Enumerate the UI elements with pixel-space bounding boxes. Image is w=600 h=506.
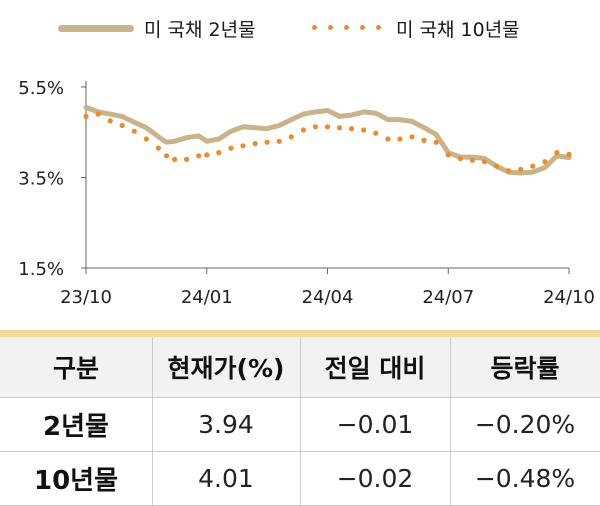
rate-value: −0.20% (474, 410, 576, 439)
series-point-10y (324, 124, 331, 130)
series-point-10y (288, 134, 294, 140)
series-point-10y (264, 139, 270, 145)
series-point-10y (300, 127, 306, 133)
table-accent-bar (0, 330, 600, 337)
y-tick-label: 1.5% (18, 259, 64, 280)
series-point-10y (83, 113, 89, 119)
series-point-10y (184, 156, 190, 162)
header-rate: 등락률 (490, 354, 560, 383)
series-point-10y (119, 122, 125, 129)
series-point-10y (172, 156, 178, 162)
series-point-10y (469, 157, 475, 163)
x-tick-label: 24/07 (422, 287, 474, 308)
series-line-2y (83, 104, 572, 176)
y-tick-label: 3.5% (18, 169, 64, 190)
series-point-10y (95, 111, 101, 117)
header-change: 전일 대비 (324, 354, 426, 383)
row-label: 2년물 (43, 412, 109, 442)
table-row: 2년물 3.94 −0.01 −0.20% (0, 398, 600, 452)
rate-value: −0.48% (474, 464, 576, 493)
series-point-10y (107, 118, 113, 124)
series-point-10y (409, 134, 415, 140)
series-point-10y (554, 150, 560, 156)
y-tick-label: 5.5% (18, 78, 64, 99)
series-point-10y (252, 141, 258, 147)
series-point-10y (276, 138, 282, 144)
series-point-10y (143, 136, 149, 142)
legend-label-2y: 미 국채 2년물 (144, 18, 256, 41)
series-point-10y (228, 145, 234, 151)
series-point-10y (494, 163, 500, 169)
series-point-10y (506, 168, 512, 174)
series-point-10y (204, 152, 210, 158)
series-point-10y (433, 139, 439, 145)
legend-item-10y: 미 국채 10년물 (310, 14, 520, 42)
change-value: −0.02 (336, 464, 414, 493)
change-value: −0.01 (336, 410, 414, 439)
series-point-10y (421, 137, 427, 143)
yield-line-chart: 5.5% 3.5% 1.5% 23/10 24/01 24/04 24/07 24/10 (18, 78, 595, 308)
x-tick-label: 24/04 (302, 287, 354, 308)
series-point-10y (542, 159, 548, 165)
series-point-10y (361, 127, 367, 133)
series-point-10y (457, 155, 463, 162)
series-point-10y (566, 151, 572, 157)
series-point-10y (397, 136, 403, 142)
series-point-10y (385, 136, 391, 142)
legend-swatch-10y (310, 24, 386, 32)
legend-label-10y: 미 국채 10년물 (396, 18, 520, 41)
table-row: 10년물 4.01 −0.02 −0.48% (0, 452, 600, 506)
x-tick-label: 24/10 (543, 287, 595, 308)
x-tick-label: 23/10 (60, 287, 112, 308)
x-tick-label: 24/01 (181, 287, 233, 308)
series-point-10y (445, 152, 451, 158)
chart-tick-labels: 5.5% 3.5% 1.5% 23/10 24/01 24/04 24/07 24/10 (18, 78, 595, 308)
series-point-10y (216, 150, 222, 156)
series-point-10y (349, 126, 355, 132)
price-value: 4.01 (198, 464, 254, 493)
row-label: 10년물 (33, 466, 119, 496)
series-point-10y (481, 159, 488, 165)
table-header-row: 구분 현재가(%) 전일 대비 등락률 (0, 337, 600, 398)
legend-swatch-2y (58, 24, 134, 32)
series-point-10y (530, 163, 536, 169)
series-point-10y (373, 130, 379, 136)
legend-item-2y: 미 국채 2년물 (58, 14, 256, 42)
series-point-10y (337, 125, 343, 131)
chart-axes (81, 81, 570, 274)
series-point-10y (240, 143, 246, 149)
series-point-10y (312, 124, 318, 130)
series-point-10y (131, 128, 137, 134)
series-point-10y (518, 166, 524, 172)
price-value: 3.94 (198, 410, 254, 439)
series-point-10y (155, 145, 161, 151)
chart-series (83, 104, 572, 176)
series-point-10y (163, 153, 170, 159)
header-price: 현재가(%) (167, 354, 285, 383)
series-point-10y (196, 153, 202, 159)
header-category: 구분 (52, 354, 99, 383)
